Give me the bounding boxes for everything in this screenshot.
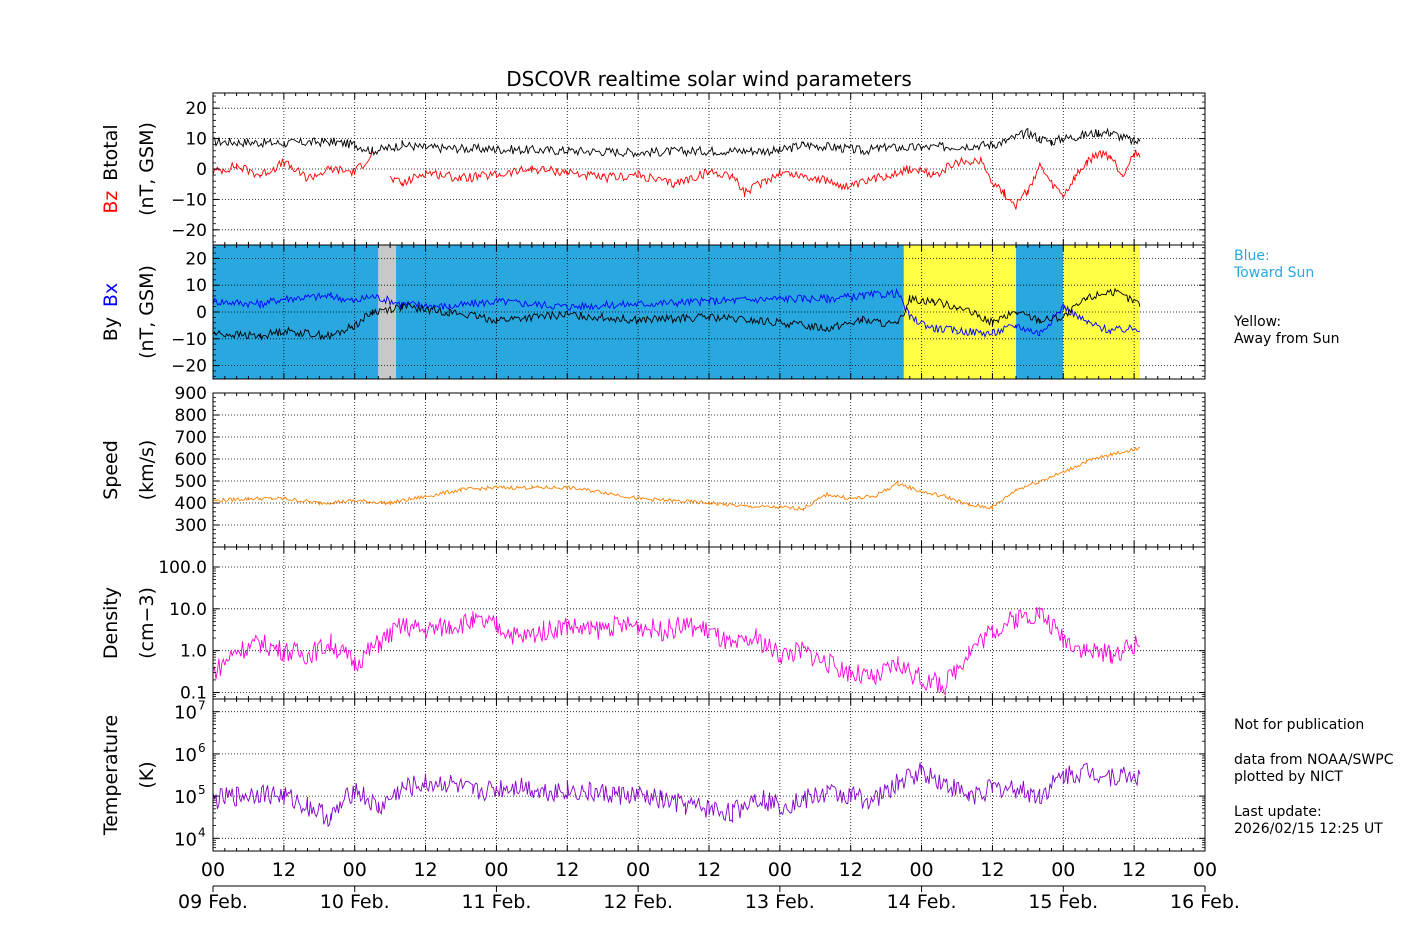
ytick-label-speed-5: 400 bbox=[175, 494, 207, 514]
series-by-bx-by bbox=[212, 287, 1141, 341]
ytick-label-density-2: 1.0 bbox=[180, 642, 207, 662]
xtick-label-5: 12 bbox=[555, 859, 579, 881]
ylabel-units-speed: (km/s) bbox=[136, 440, 158, 501]
ytick-label-speed-0: 900 bbox=[175, 384, 207, 404]
ytick-label-by-bx-4: −20 bbox=[171, 357, 207, 377]
date-label-6: 15 Feb. bbox=[1028, 891, 1098, 913]
ylabel-part-temperature-0: Temperature bbox=[100, 715, 122, 836]
ytick-label-density-0: 100.0 bbox=[158, 558, 207, 578]
not-for-publication-note: Not for publication bbox=[1234, 717, 1365, 733]
xtick-label-1: 12 bbox=[272, 859, 296, 881]
xtick-label-8: 00 bbox=[768, 859, 792, 881]
date-label-4: 13 Feb. bbox=[745, 891, 815, 913]
date-label-2: 11 Feb. bbox=[461, 891, 531, 913]
series-speed-speed bbox=[212, 446, 1141, 512]
ylabel-part-by-bx-1: Bx bbox=[100, 283, 122, 317]
ylabel-btotal-bz: Bz Btotal bbox=[100, 124, 122, 213]
date-label-3: 12 Feb. bbox=[603, 891, 673, 913]
ylabel-density: Density bbox=[100, 587, 122, 659]
ytick-label-density-1: 10.0 bbox=[169, 600, 207, 620]
ytick-exp-temperature-3: 4 bbox=[198, 825, 206, 839]
ylabel-part-btotal-bz-0: Bz bbox=[100, 191, 122, 214]
xtick-label-14: 00 bbox=[1193, 859, 1217, 881]
ytick-label-speed-4: 500 bbox=[175, 472, 207, 492]
ytick-label-density-3: 0.1 bbox=[180, 684, 207, 704]
ylabel-part-density-0: Density bbox=[100, 587, 122, 659]
ytick-label-btotal-bz-2: 0 bbox=[196, 160, 207, 180]
date-label-7: 16 Feb. bbox=[1170, 891, 1240, 913]
ytick-label-speed-2: 700 bbox=[175, 428, 207, 448]
ytick-label-speed-1: 800 bbox=[175, 406, 207, 426]
ylabel-by-bx: By Bx bbox=[100, 283, 122, 341]
xtick-label-6: 00 bbox=[626, 859, 650, 881]
ytick-label-temperature-2: 10 bbox=[174, 787, 197, 808]
ylabel-units-temperature: (K) bbox=[136, 761, 158, 788]
ylabel-units-btotal-bz: (nT, GSM) bbox=[136, 122, 158, 216]
xtick-label-4: 00 bbox=[484, 859, 508, 881]
xtick-label-2: 00 bbox=[343, 859, 367, 881]
xtick-label-7: 12 bbox=[697, 859, 721, 881]
xtick-label-0: 00 bbox=[201, 859, 225, 881]
x-axis: 00 12 00 12 00 12 00 12 00 12 00 12 00 12 00 09 Feb. 10 … bbox=[178, 859, 1240, 913]
xtick-label-3: 12 bbox=[413, 859, 437, 881]
series-density-density bbox=[212, 606, 1141, 697]
ylabel-temperature: Temperature bbox=[100, 715, 122, 836]
xtick-label-9: 12 bbox=[839, 859, 863, 881]
sector-band-3 bbox=[903, 245, 1017, 379]
ytick-label-by-bx-1: 10 bbox=[185, 276, 207, 296]
data-source-note: data from NOAA/SWPC bbox=[1234, 752, 1394, 768]
series-by-bx-bx bbox=[212, 287, 1141, 338]
last-update-label: Last update: bbox=[1234, 804, 1322, 820]
ylabel-part-by-bx-0: By bbox=[100, 317, 122, 341]
date-label-5: 14 Feb. bbox=[887, 891, 957, 913]
ytick-label-btotal-bz-3: −10 bbox=[171, 190, 207, 210]
chart-title: DSCOVR realtime solar wind parameters bbox=[506, 67, 912, 91]
side-legend-blue-label: Blue: bbox=[1234, 248, 1270, 264]
ylabel-part-speed-0: Speed bbox=[100, 440, 122, 500]
plotted-by-note: plotted by NICT bbox=[1234, 769, 1343, 785]
date-label-1: 10 Feb. bbox=[320, 891, 390, 913]
ytick-label-by-bx-0: 20 bbox=[185, 249, 207, 269]
ytick-label-temperature-0: 10 bbox=[174, 703, 197, 724]
side-legend-blue-desc: Toward Sun bbox=[1234, 265, 1315, 281]
xtick-label-11: 12 bbox=[980, 859, 1004, 881]
xtick-label-13: 12 bbox=[1122, 859, 1146, 881]
ytick-exp-temperature-2: 5 bbox=[198, 783, 206, 797]
ytick-label-by-bx-2: 0 bbox=[196, 303, 207, 323]
ytick-label-temperature-3: 10 bbox=[174, 829, 197, 850]
panel-density: 100.0 10.0 1.0 0.1 Density (cm−3) bbox=[100, 546, 1206, 704]
ylabel-part-btotal-bz-1: Btotal bbox=[100, 124, 122, 190]
ytick-label-btotal-bz-1: 10 bbox=[185, 130, 207, 150]
ytick-label-temperature-1: 10 bbox=[174, 745, 197, 766]
panel-btotal-bz: 20 10 0 −10 −20 Bz Btotal (nT, GSM) bbox=[100, 92, 1206, 246]
side-legend-yellow-label: Yellow: bbox=[1234, 314, 1282, 330]
series-temperature-temperature bbox=[212, 762, 1141, 828]
ytick-exp-temperature-1: 6 bbox=[198, 741, 206, 755]
series-btotal-bz-bz bbox=[212, 149, 1141, 210]
series-btotal-bz-btotal bbox=[212, 127, 1141, 158]
ylabel-units-density: (cm−3) bbox=[136, 587, 158, 659]
ytick-label-btotal-bz-0: 20 bbox=[185, 99, 207, 119]
ylabel-units-by-bx: (nT, GSM) bbox=[136, 265, 158, 359]
last-update-value: 2026/02/15 12:25 UT bbox=[1234, 821, 1383, 837]
ytick-label-speed-3: 600 bbox=[175, 450, 207, 470]
panel-by-bx: 20 10 0 −10 −20 By Bx (nT, GSM) bbox=[100, 244, 1206, 380]
ylabel-speed: Speed bbox=[100, 440, 122, 500]
date-label-0: 09 Feb. bbox=[178, 891, 248, 913]
ytick-label-speed-6: 300 bbox=[175, 516, 207, 536]
ytick-exp-temperature-0: 7 bbox=[198, 699, 206, 713]
side-legend-yellow-desc: Away from Sun bbox=[1234, 331, 1340, 347]
xtick-label-10: 00 bbox=[909, 859, 933, 881]
xtick-label-12: 00 bbox=[1051, 859, 1075, 881]
ytick-label-btotal-bz-4: −20 bbox=[171, 221, 207, 241]
ytick-label-by-bx-3: −10 bbox=[171, 330, 207, 350]
